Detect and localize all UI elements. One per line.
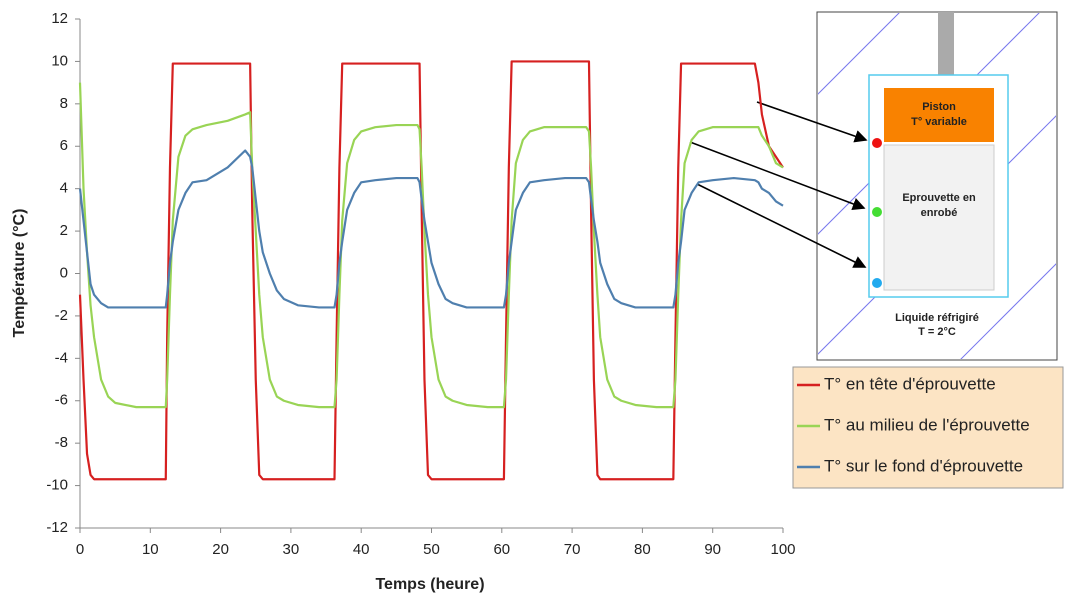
sensor-dot	[872, 278, 882, 288]
specimen	[883, 144, 995, 291]
sensor-dot	[872, 207, 882, 217]
y-tick-label: 10	[51, 52, 68, 69]
liquid-label: T = 2°C	[918, 326, 956, 338]
arrow	[756, 101, 868, 143]
legend-label: T° au milieu de l'éprouvette	[824, 415, 1030, 434]
y-tick-label: -6	[55, 392, 68, 409]
y-tick-label: -2	[55, 307, 68, 324]
y-tick-label: 0	[60, 264, 68, 281]
x-tick-label: 80	[634, 541, 651, 558]
legend-label: T° sur le fond d'éprouvette	[824, 456, 1023, 475]
y-tick-label: 4	[60, 180, 68, 197]
piston-label: T° variable	[911, 116, 967, 128]
sensor-dot	[872, 138, 882, 148]
x-axis-title: Temps (heure)	[375, 576, 484, 593]
specimen-label: Eprouvette en	[902, 192, 976, 204]
cable	[938, 12, 954, 76]
piston	[884, 88, 994, 142]
y-tick-label: -8	[55, 434, 68, 451]
y-tick-label: 2	[60, 222, 68, 239]
x-tick-label: 20	[212, 541, 229, 558]
series-line	[78, 82, 784, 409]
y-tick-label: -12	[46, 519, 68, 536]
diagram: Piston T° variable Eprouvette en enrobé …	[689, 11, 1058, 361]
x-tick-label: 10	[142, 541, 159, 558]
legend	[792, 366, 1064, 489]
y-tick-label: -10	[46, 477, 68, 494]
y-tick-label: 12	[51, 10, 68, 27]
x-tick-label: 90	[704, 541, 721, 558]
series-line	[78, 60, 784, 481]
series-line	[78, 149, 784, 309]
y-axis-title: Température (°C)	[11, 209, 28, 338]
x-tick-label: 0	[76, 541, 84, 558]
legend-label: T° en tête d'éprouvette	[824, 374, 996, 393]
specimen-label: enrobé	[921, 207, 958, 219]
x-tick-label: 50	[423, 541, 440, 558]
x-tick-label: 40	[353, 541, 370, 558]
x-tick-label: 30	[283, 541, 300, 558]
y-tick-label: -4	[55, 349, 68, 366]
x-tick-label: 100	[770, 541, 795, 558]
x-tick-label: 60	[493, 541, 510, 558]
arrow	[696, 183, 867, 268]
x-tick-label: 70	[564, 541, 581, 558]
arrow	[689, 141, 866, 211]
y-tick-label: 8	[60, 95, 68, 112]
liquid-label: Liquide réfrigiré	[895, 312, 979, 324]
y-tick-label: 6	[60, 137, 68, 154]
piston-label: Piston	[922, 101, 956, 113]
